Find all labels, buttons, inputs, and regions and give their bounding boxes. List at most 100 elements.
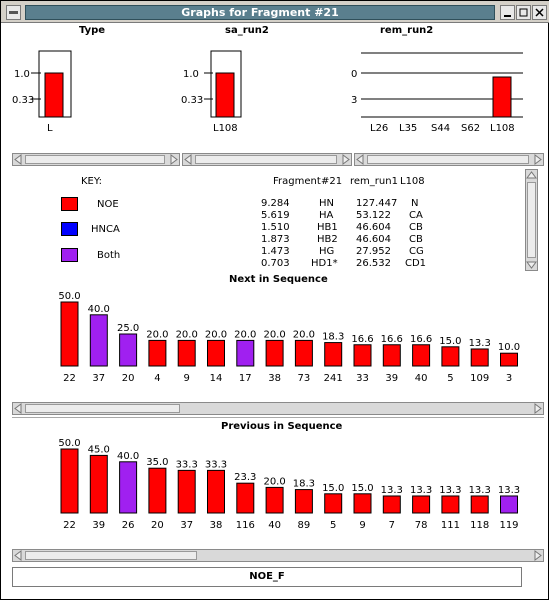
fragment-header-label: Fragment xyxy=(273,176,321,187)
maximize-icon xyxy=(519,8,528,17)
previous-chart-value-label: 45.0 xyxy=(88,444,110,455)
previous-chart-category-label: 119 xyxy=(499,520,518,531)
scroll-right-icon[interactable] xyxy=(532,403,543,414)
rem-run2-category-label: S62 xyxy=(461,123,480,134)
previous-chart-value-label: 18.3 xyxy=(293,479,315,490)
previous-chart-value-label: 33.3 xyxy=(176,459,198,470)
sa-run2-chart-scrollbar[interactable] xyxy=(182,153,352,166)
rem-run2-category-label: S44 xyxy=(431,123,450,134)
previous-chart-bar-9 xyxy=(353,493,372,514)
section-divider xyxy=(12,417,544,418)
rem-run2-category-label: L35 xyxy=(399,123,417,134)
title-bar[interactable]: Graphs for Fragment #21 xyxy=(1,1,549,23)
previous-chart-category-label: 37 xyxy=(180,520,193,531)
close-icon xyxy=(535,8,544,17)
next-chart-bar-241 xyxy=(324,342,343,367)
next-chart-category-label: 73 xyxy=(298,373,311,384)
noe-f-button[interactable]: NOE_F xyxy=(12,567,522,587)
scroll-left-icon[interactable] xyxy=(13,403,24,414)
type-chart-scrollbar[interactable] xyxy=(12,153,180,166)
previous-chart-scrollbar[interactable] xyxy=(12,549,544,562)
next-in-sequence-chart: 50.0 22 40.0 37 25.0 20 20.0 4 20.0 9 20.0 14 20.0 17… xyxy=(58,291,520,384)
next-chart-category-label: 5 xyxy=(447,373,453,384)
previous-chart-category-label: 118 xyxy=(470,520,489,531)
rem-run2-chart-title: rem_run2 xyxy=(380,25,434,36)
next-chart-category-label: 20 xyxy=(122,373,135,384)
scroll-left-icon[interactable] xyxy=(13,154,24,165)
next-chart-value-label: 16.6 xyxy=(351,334,373,345)
previous-chart-category-label: 7 xyxy=(389,520,395,531)
next-chart-bar-40 xyxy=(412,344,431,367)
hnca-swatch xyxy=(61,222,78,236)
next-chart-value-label: 15.0 xyxy=(439,336,461,347)
table-cell: 1.473 xyxy=(261,246,290,257)
rem-run2-bar-l108 xyxy=(492,76,512,118)
scrollbar-thumb[interactable] xyxy=(25,404,180,413)
scroll-right-icon[interactable] xyxy=(340,154,351,165)
sa-run2-ytick-label: 0.33 xyxy=(181,95,203,106)
previous-chart-value-label: 15.0 xyxy=(322,483,344,494)
scroll-up-icon[interactable] xyxy=(526,170,537,181)
sa-run2-chart: 1.0 0.33 L108 xyxy=(181,50,242,134)
scroll-left-icon[interactable] xyxy=(355,154,366,165)
rem-run2-chart-scrollbar[interactable] xyxy=(354,153,544,166)
next-chart-value-label: 20.0 xyxy=(234,329,256,340)
scroll-down-icon[interactable] xyxy=(526,259,537,270)
next-chart-category-label: 40 xyxy=(415,373,428,384)
previous-chart-value-label: 15.0 xyxy=(351,483,373,494)
next-chart-bar-5 xyxy=(441,346,460,367)
type-chart-title: Type xyxy=(79,25,106,36)
top-charts: 1.0 0.33 L 1.0 0.33 L108 0 3 L26 L35 S44 xyxy=(12,50,523,134)
next-chart-value-label: 13.3 xyxy=(469,338,491,349)
table-cell: 46.604 xyxy=(356,222,391,233)
scrollbar-thumb[interactable] xyxy=(367,155,529,164)
scrollbar-thumb[interactable] xyxy=(25,155,165,164)
table-cell: CB xyxy=(409,222,423,233)
previous-chart-category-label: 111 xyxy=(441,520,460,531)
scrollbar-thumb[interactable] xyxy=(527,182,536,258)
previous-chart-value-label: 13.3 xyxy=(498,485,520,496)
previous-chart-bar-26 xyxy=(119,461,138,514)
rem-run2-chart: 0 3 L26 L35 S44 S62 L108 xyxy=(351,52,523,134)
table-cell: HB2 xyxy=(317,234,338,245)
window-menu-icon[interactable] xyxy=(6,5,21,20)
previous-chart-category-label: 5 xyxy=(330,520,336,531)
both-swatch xyxy=(61,248,78,262)
key-label-both: Both xyxy=(97,250,121,261)
next-chart-bar-3 xyxy=(500,352,518,367)
rem-run2-ytick-label: 3 xyxy=(351,95,357,106)
next-chart-category-label: 17 xyxy=(239,373,252,384)
info-vertical-scrollbar[interactable] xyxy=(525,169,538,271)
close-button[interactable] xyxy=(532,5,547,20)
minimize-button[interactable] xyxy=(500,5,515,20)
next-chart-value-label: 18.3 xyxy=(322,332,344,343)
table-cell: 1.873 xyxy=(261,234,290,245)
scroll-left-icon[interactable] xyxy=(183,154,194,165)
scroll-right-icon[interactable] xyxy=(168,154,179,165)
scroll-right-icon[interactable] xyxy=(532,550,543,561)
type-ytick-label: 1.0 xyxy=(14,69,30,80)
next-chart-category-label: 109 xyxy=(470,373,489,384)
maximize-button[interactable] xyxy=(516,5,531,20)
previous-chart-value-label: 40.0 xyxy=(117,451,139,462)
scroll-left-icon[interactable] xyxy=(13,550,24,561)
previous-chart-bar-5 xyxy=(324,493,343,514)
next-chart-value-label: 10.0 xyxy=(498,342,520,353)
fragment-header-run: rem_run1 xyxy=(350,176,398,187)
fragment-header-number: #21 xyxy=(321,176,343,187)
scroll-right-icon[interactable] xyxy=(532,154,543,165)
previous-chart-category-label: 39 xyxy=(92,520,105,531)
key-label-hnca: HNCA xyxy=(91,224,120,235)
previous-chart-value-label: 13.3 xyxy=(381,485,403,496)
previous-chart-value-label: 13.3 xyxy=(410,485,432,496)
fragment-header-residue: L108 xyxy=(400,176,425,187)
scrollbar-thumb[interactable] xyxy=(25,551,197,560)
previous-chart-bar-111 xyxy=(441,495,460,514)
previous-chart-category-label: 38 xyxy=(210,520,223,531)
next-chart-scrollbar[interactable] xyxy=(12,402,544,415)
type-category-label: L xyxy=(47,123,53,134)
table-cell: HB1 xyxy=(317,222,338,233)
previous-chart-category-label: 22 xyxy=(63,520,76,531)
type-ytick-label: 0.33 xyxy=(12,95,34,106)
scrollbar-thumb[interactable] xyxy=(195,155,337,164)
